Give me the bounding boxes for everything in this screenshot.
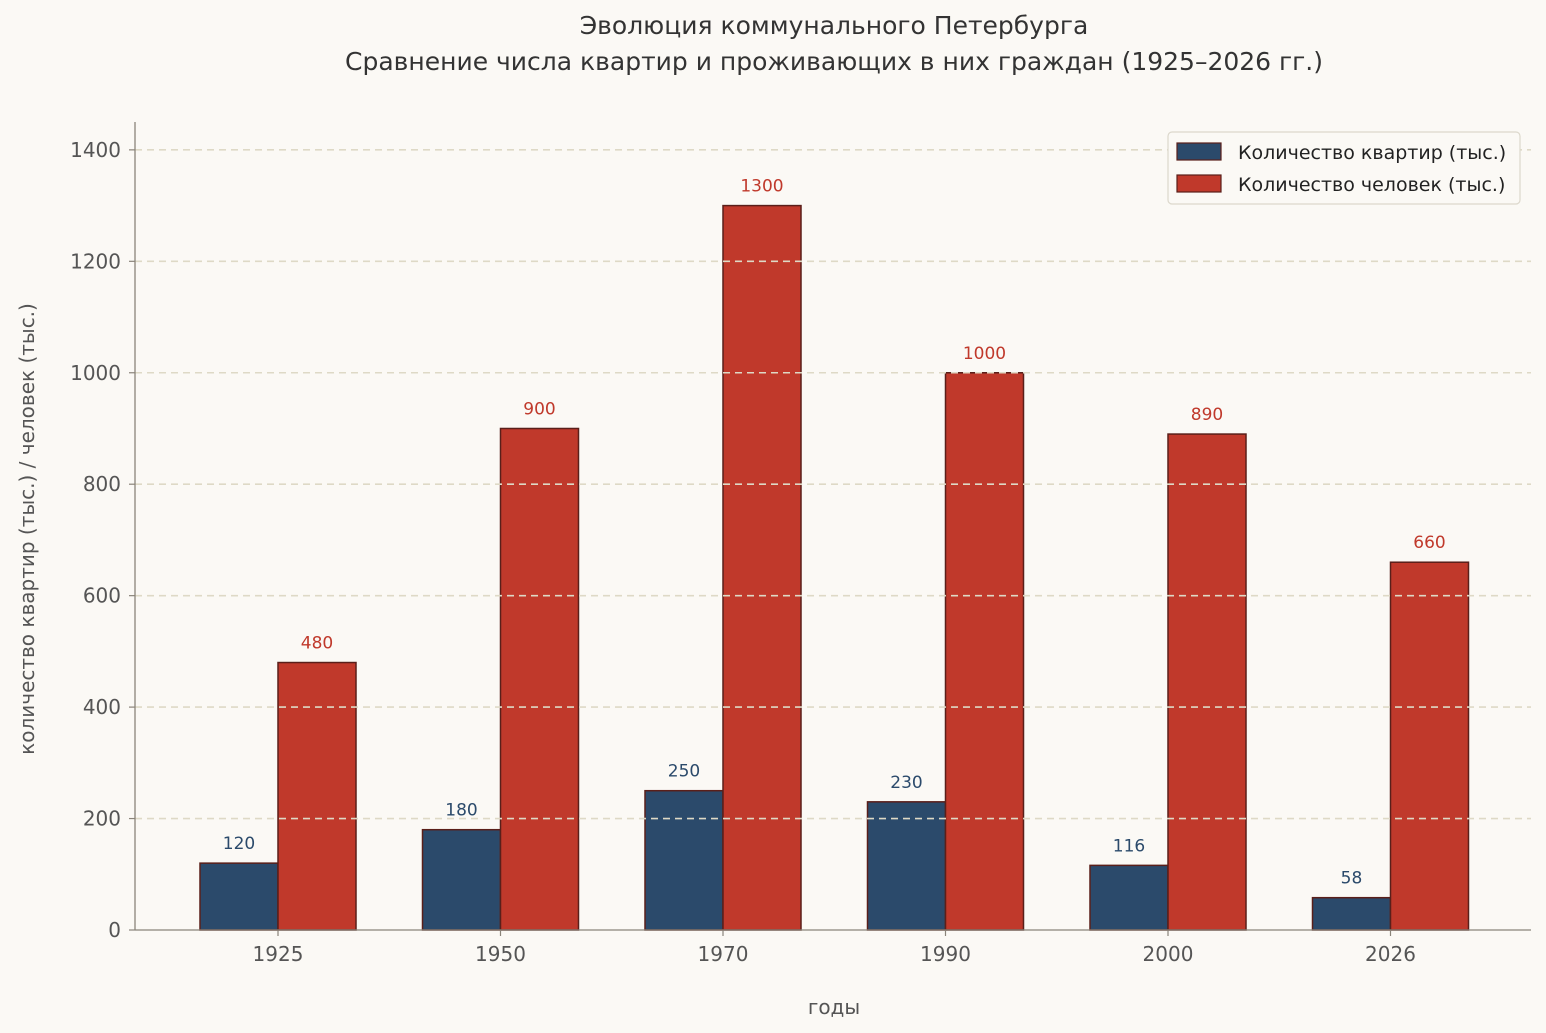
value-labels: 120 480 180 900 250 1300 230 1000 116 890 58 660 (223, 177, 1446, 889)
legend: Количество квартир (тыс.) Количество чело… (1167, 131, 1521, 205)
value-label-people-2000: 890 (1191, 405, 1223, 425)
bar-apartments-1950 (421, 828, 502, 931)
value-label-people-1925: 480 (301, 634, 333, 654)
gridlines (135, 149, 1531, 820)
y-tick-label-1400: 1400 (70, 138, 121, 162)
bar-apartments-1970 (644, 789, 724, 931)
chart-subtitle: Сравнение числа квартир и проживающих в … (345, 47, 1323, 76)
legend-label-people: Количество человек (тыс.) (1238, 174, 1505, 196)
y-tick-label-1000: 1000 (70, 361, 121, 385)
value-label-apartments-2026: 58 (1341, 869, 1363, 889)
value-label-apartments-1925: 120 (223, 834, 255, 854)
bars (199, 204, 1470, 931)
legend-box (1167, 131, 1521, 205)
x-tick-label-2000: 2000 (1143, 942, 1194, 966)
bar-apartments-1925 (199, 862, 279, 931)
x-tick-label-2026: 2026 (1365, 942, 1416, 966)
bar-people-1925 (277, 661, 357, 931)
value-label-people-1950: 900 (523, 399, 555, 419)
value-label-apartments-1950: 180 (445, 801, 477, 821)
x-tick-label-1925: 1925 (253, 942, 304, 966)
bar-people-1990 (944, 372, 1025, 931)
bar-apartments-2026 (1311, 896, 1392, 931)
value-label-apartments-2000: 116 (1113, 836, 1145, 856)
bar-people-2026 (1389, 561, 1470, 931)
bar-apartments-1990 (866, 801, 947, 931)
y-tick-label-400: 400 (83, 695, 121, 719)
value-label-apartments-1970: 250 (668, 762, 700, 782)
bar-people-2000 (1167, 433, 1247, 931)
value-label-people-1970: 1300 (740, 177, 783, 197)
bar-apartments-2000 (1089, 864, 1169, 931)
legend-label-apartments: Количество квартир (тыс.) (1238, 142, 1506, 164)
y-tick-label-1200: 1200 (70, 249, 121, 273)
chart-title: Эволюция коммунального Петербурга (580, 11, 1089, 40)
bar-people-1950 (499, 427, 580, 931)
axes: 0 200 400 600 800 1000 1200 1400 1925 1950 1970 199… (70, 122, 1531, 966)
value-label-people-1990: 1000 (963, 344, 1006, 364)
y-tick-label-800: 800 (83, 472, 121, 496)
x-tick-label-1950: 1950 (475, 942, 526, 966)
legend-swatch-people (1176, 174, 1222, 193)
y-tick-label-200: 200 (83, 807, 121, 831)
y-tick-label-600: 600 (83, 584, 121, 608)
y-tick-label-0: 0 (108, 918, 121, 942)
x-tick-label-1990: 1990 (920, 942, 971, 966)
x-axis-label: годы (808, 995, 860, 1019)
bar-people-1970 (722, 204, 802, 931)
legend-swatch-apartments (1176, 142, 1222, 161)
y-axis-label: количество квартир (тыс.) / человек (тыс… (15, 303, 39, 755)
value-label-apartments-1990: 230 (890, 773, 922, 793)
x-tick-label-1970: 1970 (698, 942, 749, 966)
value-label-people-2026: 660 (1413, 533, 1445, 553)
